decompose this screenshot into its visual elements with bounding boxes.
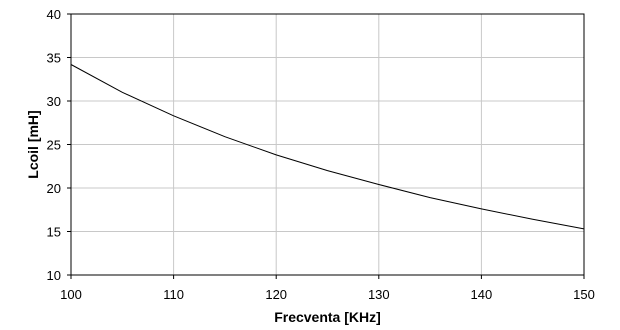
- y-tick-label: 25: [47, 138, 61, 153]
- y-tick-label: 10: [47, 268, 61, 283]
- x-tick-label: 110: [163, 287, 184, 302]
- x-tick-label: 100: [60, 287, 82, 302]
- y-tick-label: 15: [47, 225, 61, 240]
- series-group: [70, 64, 585, 230]
- grid: [71, 14, 584, 275]
- x-tick-label: 130: [368, 287, 390, 302]
- y-axis-ticks: 10 15 20 25 30 35 40: [47, 7, 71, 283]
- y-tick-label: 30: [47, 94, 61, 109]
- y-tick-label: 20: [47, 181, 61, 196]
- series-line-0: [70, 64, 585, 230]
- x-tick-label: 150: [573, 287, 595, 302]
- y-tick-label: 35: [47, 51, 61, 66]
- y-tick-label: 40: [47, 7, 61, 22]
- y-axis-title: Lcoil [mH]: [25, 110, 41, 178]
- x-axis-title: Frecventa [KHz]: [274, 309, 381, 325]
- x-axis-ticks: 100 110 120 130 140 150: [60, 275, 595, 302]
- x-tick-label: 140: [471, 287, 493, 302]
- x-tick-label: 120: [265, 287, 287, 302]
